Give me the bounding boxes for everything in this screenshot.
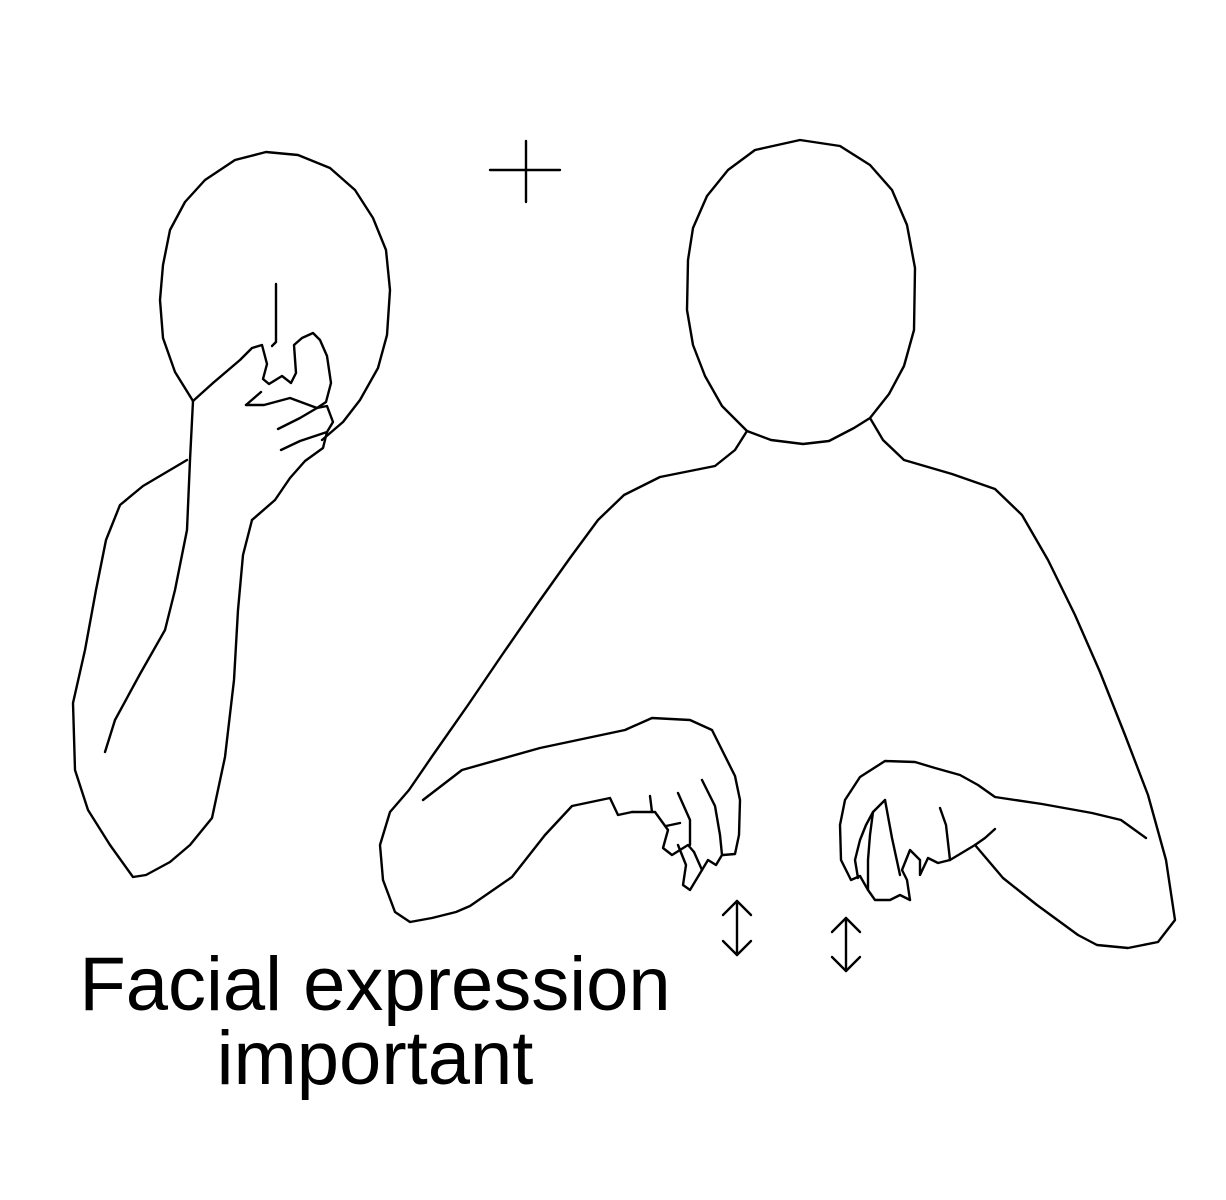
finger-line xyxy=(973,827,997,847)
finger-line xyxy=(883,798,902,877)
right-head xyxy=(685,138,917,446)
finger-line xyxy=(853,798,887,880)
finger-line xyxy=(315,404,335,434)
finger-line xyxy=(648,794,654,814)
left-arm xyxy=(103,399,195,754)
right-hand-left xyxy=(421,716,742,857)
finger-line xyxy=(676,843,704,892)
left-hand xyxy=(191,331,333,410)
finger-line xyxy=(938,806,952,862)
right-torso xyxy=(868,416,1177,950)
right-hand-right xyxy=(838,759,1148,902)
double-arrow-icon xyxy=(721,899,753,957)
knuckle-line xyxy=(244,390,263,407)
left-figure xyxy=(71,150,392,879)
left-arm xyxy=(71,458,254,879)
right-figure xyxy=(378,138,1177,950)
finger-line xyxy=(900,843,977,902)
finger-line xyxy=(866,810,875,892)
nose-line xyxy=(270,282,278,348)
finger-line xyxy=(676,791,692,847)
finger-line xyxy=(630,810,696,857)
finger-line xyxy=(664,821,682,828)
caption-line-1: Facial expression xyxy=(79,942,671,1027)
finger-line xyxy=(279,430,329,452)
double-arrow-icon xyxy=(830,916,862,973)
crosshair-icon xyxy=(488,139,562,204)
caption: Facial expression important xyxy=(0,942,750,1101)
left-wrist xyxy=(250,430,329,522)
finger-line xyxy=(276,406,319,431)
finger-line xyxy=(700,778,724,872)
left-head xyxy=(158,150,392,442)
caption-line-2: important xyxy=(216,1016,534,1101)
right-torso xyxy=(378,429,749,924)
